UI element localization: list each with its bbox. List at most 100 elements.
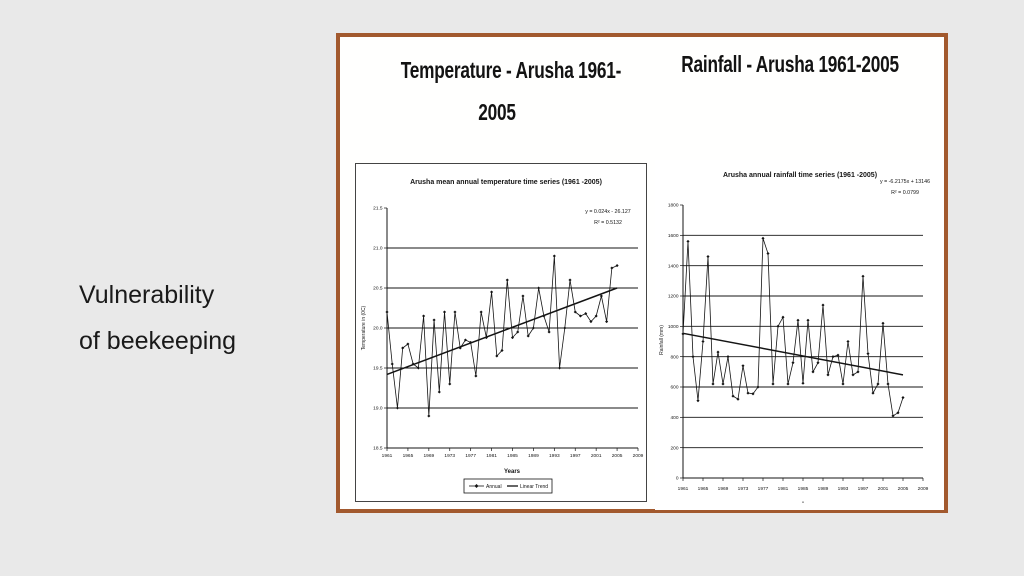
x-tick-label: 1965 (403, 453, 414, 459)
y-tick-label: 18.5 (373, 446, 383, 452)
x-tick-label: 1993 (838, 486, 849, 492)
series-annual-marker (761, 236, 765, 240)
series-annual-marker (521, 294, 525, 298)
y-axis-title: Rainfall (mm) (659, 325, 665, 355)
y-tick-label: 20.5 (373, 286, 383, 292)
x-tick-label: 1993 (549, 453, 560, 459)
x-tick-label: 1961 (382, 453, 393, 459)
y-tick-label: 1800 (668, 203, 679, 209)
series-annual-marker (766, 251, 770, 256)
temperature-header-line-2: 2005 (478, 99, 516, 125)
y-tick-label: 20.0 (373, 326, 383, 332)
series-annual-marker (726, 355, 730, 359)
y-tick-label: 21.0 (373, 246, 383, 252)
series-annual-marker (615, 264, 619, 268)
series-annual-marker (563, 326, 567, 330)
series-annual-marker (552, 254, 556, 258)
x-tick-label: 1965 (698, 486, 709, 492)
x-tick-label: 2009 (633, 453, 644, 459)
rainfall-header: Rainfall - Arusha 1961-2005 (645, 51, 925, 78)
x-axis-title: Years (504, 469, 521, 475)
series-annual-marker (741, 364, 745, 368)
x-tick-label: 1985 (507, 453, 518, 459)
x-tick-label: 2009 (918, 486, 929, 492)
y-tick-label: 200 (670, 445, 678, 451)
trend-line (386, 287, 618, 376)
y-tick-label: 1200 (668, 294, 679, 300)
series-annual-marker (432, 318, 436, 322)
series-annual-marker (701, 339, 705, 344)
series-annual-marker (479, 310, 483, 314)
series-annual-marker (721, 382, 725, 386)
x-tick-label: 1969 (423, 453, 434, 459)
series-annual-marker (395, 406, 400, 410)
legend-annual-label: Annual (486, 484, 502, 490)
series-annual-marker (390, 362, 394, 366)
rainfall-header-text: Rainfall - Arusha 1961-2005 (681, 51, 899, 77)
x-tick-label: 1977 (758, 486, 769, 492)
series-annual-marker (711, 382, 715, 386)
y-tick-label: 21.5 (373, 206, 383, 212)
trend-line (682, 332, 904, 376)
series-annual-marker (876, 382, 880, 386)
series-annual-marker (781, 315, 785, 319)
series-annual-marker (490, 290, 494, 294)
x-tick-label: 1997 (858, 486, 869, 492)
temperature-header-line-1: Temperature - Arusha 1961- (400, 57, 622, 83)
chart-title: Arusha mean annual temperature time seri… (410, 179, 602, 186)
x-axis-title: - (802, 500, 804, 506)
y-axis-title: Temperature in (0C) (361, 305, 367, 350)
series-annual-marker (558, 366, 562, 370)
r-squared: R² = 0.5132 (594, 220, 622, 226)
series-annual-marker (422, 314, 426, 318)
x-tick-label: 1981 (778, 486, 789, 492)
y-tick-label: 600 (670, 385, 678, 391)
series-annual-marker (801, 381, 805, 385)
temperature-chart: 18.5 19.0 19.5 20.0 20.5 21.0 21.5 1961 1965 1969… (355, 163, 647, 502)
series-annual-marker (786, 382, 790, 386)
series-annual-marker (547, 330, 551, 334)
x-tick-label: 2005 (612, 453, 623, 459)
series-annual-marker (537, 286, 541, 290)
series-annual-marker (696, 399, 700, 403)
caption-line-2: of beekeeping (79, 327, 237, 355)
x-tick-label: 2001 (591, 453, 602, 459)
x-tick-label: 1989 (818, 486, 829, 492)
y-tick-label: 800 (670, 354, 678, 360)
slide-caption: Vulnerability of beekeeping (79, 272, 236, 364)
trend-equation: y = -6.2175x + 13146 (880, 179, 930, 185)
x-tick-label: 1973 (738, 486, 749, 492)
series-annual-marker (716, 350, 720, 354)
series-annual-marker (448, 382, 452, 386)
temperature-header: Temperature - Arusha 1961- 2005 (364, 51, 630, 135)
y-tick-label: 1400 (668, 263, 679, 269)
x-tick-label: 1977 (465, 453, 476, 459)
series-annual-marker (826, 373, 830, 377)
series-annual-marker (796, 318, 800, 322)
series-annual-marker (811, 370, 815, 374)
series-annual-marker (453, 310, 457, 314)
x-tick-label: 1961 (678, 486, 689, 492)
r-squared: R² = 0.0799 (891, 190, 919, 196)
chart-title: Arusha annual rainfall time series (1961… (723, 172, 877, 179)
series-annual-marker (816, 361, 820, 365)
rainfall-chart: 0 200 400 600 800 1000 1200 1400 1600 1800 1961 196… (655, 160, 944, 510)
charts-panel: Temperature - Arusha 1961- 2005 Rainfall… (336, 33, 948, 513)
series-annual-marker (846, 339, 850, 344)
series-annual-marker (791, 361, 795, 365)
series-annual-marker (427, 414, 431, 418)
series-annual-marker (866, 352, 870, 356)
series-annual-marker (568, 278, 572, 282)
x-tick-label: 2001 (878, 486, 889, 492)
series-annual-marker (746, 391, 750, 395)
series-annual-marker (686, 239, 690, 243)
legend-trend-label: Linear Trend (520, 484, 548, 490)
y-tick-label: 1600 (668, 233, 679, 239)
series-annual-marker (776, 324, 780, 328)
series-annual-marker (610, 266, 614, 270)
y-tick-label: 1000 (668, 324, 679, 330)
x-tick-label: 2005 (898, 486, 909, 492)
y-tick-label: 19.0 (373, 406, 383, 412)
series-annual-marker (691, 355, 695, 359)
